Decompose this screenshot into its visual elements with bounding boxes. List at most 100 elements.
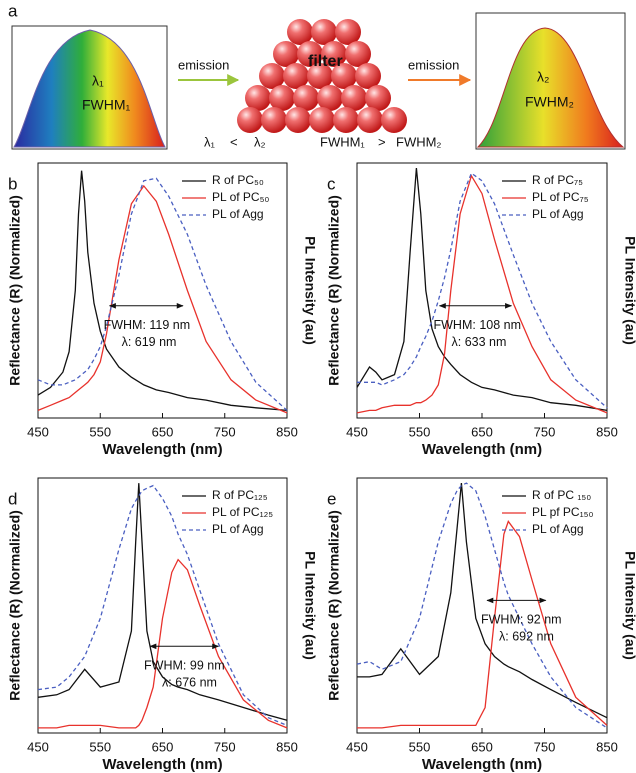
legend-label: PL of PC₁₂₅ (212, 505, 273, 519)
sphere (321, 41, 347, 67)
y-axis-label: Reflectance (R) (Normalized) (326, 510, 342, 701)
sphere (237, 107, 263, 133)
annotation: FWHM: 99 nm (144, 659, 225, 673)
x-tick-label: 650 (152, 424, 174, 439)
sphere (293, 85, 319, 111)
sphere (269, 85, 295, 111)
sphere (333, 107, 359, 133)
sphere (285, 107, 311, 133)
sphere (245, 85, 271, 111)
series-line (37, 177, 288, 411)
panel-label: b (8, 174, 17, 193)
fwhm-label: FWHM₂ (525, 94, 574, 110)
sphere (355, 63, 381, 89)
sphere (345, 41, 371, 67)
compare-text: > (378, 134, 386, 149)
x-tick-label: 450 (346, 424, 368, 439)
annotation: λ: 633 nm (452, 335, 507, 349)
annotation: λ: 676 nm (162, 676, 217, 690)
series-line (37, 483, 288, 721)
annotation: FWHM: 92 nm (481, 613, 562, 627)
x-tick-label: 750 (534, 424, 556, 439)
compare-text: FWHM₂ (396, 134, 441, 149)
x-axis-label: Wavelength (nm) (422, 756, 542, 773)
compare-text: λ₁ (204, 134, 216, 149)
sphere (341, 85, 367, 111)
lambda-label: λ₂ (537, 69, 549, 85)
spectrum-box (11, 25, 168, 150)
series-line (37, 184, 288, 414)
charts: b 450 550 650 750 850 Wavelength (nm) Reflectan… (7, 162, 636, 773)
sphere (381, 107, 407, 133)
narrow-spectrum (476, 27, 625, 148)
sphere (297, 41, 323, 67)
legend-label: PL of PC₇₅ (532, 190, 589, 204)
series-line (356, 482, 608, 729)
x-tick-label: 450 (27, 424, 49, 439)
x-tick-label: 650 (471, 424, 493, 439)
annotation: λ: 692 nm (499, 630, 554, 644)
legend-label: PL of Agg (212, 207, 264, 221)
x-axis-label: Wavelength (nm) (102, 441, 222, 458)
series-line (357, 172, 608, 409)
panel-label: c (327, 174, 336, 193)
x-tick-label: 450 (27, 739, 49, 754)
emission-label: emission (408, 57, 459, 72)
x-tick-label: 850 (596, 424, 618, 439)
sphere (287, 19, 313, 45)
x-tick-label: 550 (89, 424, 111, 439)
panel-label: e (327, 489, 336, 508)
x-tick-label: 850 (276, 424, 298, 439)
sphere (311, 19, 337, 45)
sphere (335, 19, 361, 45)
legend-label: R of PC₇₅ (532, 173, 583, 187)
x-tick-label: 550 (409, 424, 431, 439)
emission-label: emission (178, 57, 229, 72)
sphere (365, 85, 391, 111)
x-tick-label: 750 (214, 424, 236, 439)
legend-label: PL pf PC₁₅₀ (532, 505, 593, 519)
x-tick-label: 450 (346, 739, 368, 754)
annotation: FWHM: 119 nm (104, 318, 191, 332)
series-line (37, 170, 288, 412)
x-tick-label: 650 (471, 739, 493, 754)
x-tick-label: 550 (89, 739, 111, 754)
sphere (357, 107, 383, 133)
series-line (38, 558, 288, 729)
series-line (356, 174, 608, 414)
legend-label: PL of PC₅₀ (212, 190, 269, 204)
y2-axis-label: PL Intensity (au) (302, 551, 318, 660)
panel-a: a λ₁ FWHM₁ emission filter emission λ₂ F… (8, 1, 626, 150)
series-line (356, 168, 608, 412)
y2-axis-label: PL Intensity (au) (622, 551, 636, 660)
legend-label: R of PC₁₂₅ (212, 488, 268, 502)
panel-label: d (8, 489, 17, 508)
annotation: λ: 619 nm (122, 335, 177, 349)
sphere (307, 63, 333, 89)
fwhm-label: FWHM₁ (82, 97, 131, 113)
filter-spheres (237, 19, 407, 133)
legend-label: PL of Agg (532, 207, 584, 221)
sphere (261, 107, 287, 133)
lambda-label: λ₁ (92, 73, 104, 89)
sphere (259, 63, 285, 89)
annotation: FWHM: 108 nm (434, 318, 522, 332)
compare-text: FWHM₁ (320, 134, 365, 149)
broad-spectrum (13, 29, 166, 148)
sphere (273, 41, 299, 67)
x-tick-label: 650 (152, 739, 174, 754)
x-tick-label: 550 (409, 739, 431, 754)
legend-label: R of PC₅₀ (212, 173, 264, 187)
spectrum-box (475, 12, 626, 150)
compare-text: λ₂ (254, 134, 266, 149)
x-axis-label: Wavelength (nm) (102, 756, 222, 773)
legend-label: R of PC ₁₅₀ (532, 488, 591, 502)
x-tick-label: 850 (596, 739, 618, 754)
x-tick-label: 750 (534, 739, 556, 754)
legend-label: PL of Agg (212, 522, 264, 536)
sphere (317, 85, 343, 111)
y-axis-label: Reflectance (R) (Normalized) (7, 510, 23, 701)
x-axis-label: Wavelength (nm) (422, 441, 542, 458)
y-axis-label: Reflectance (R) (Normalized) (7, 195, 23, 386)
